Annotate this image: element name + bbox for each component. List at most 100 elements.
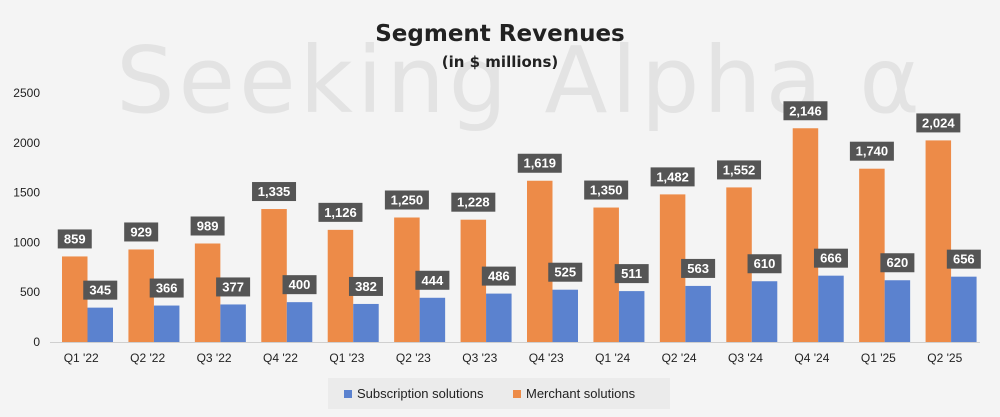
bar-subscription-solutions[interactable]: [818, 275, 844, 342]
bar-subscription-solutions[interactable]: [286, 302, 313, 342]
x-tick-label: Q4 '22: [263, 351, 298, 365]
bar-merchant-solutions[interactable]: [925, 140, 952, 342]
data-label: 1,126: [324, 205, 357, 220]
data-label: 1,250: [391, 193, 424, 208]
data-label: 511: [621, 266, 642, 281]
x-tick-label: Q1 '24: [595, 351, 630, 365]
data-label: 620: [887, 255, 909, 270]
data-label: 1,740: [856, 144, 889, 159]
y-tick-label: 2000: [13, 136, 40, 150]
data-label-bg: [415, 270, 450, 290]
legend-box: [328, 378, 670, 409]
bar-subscription-solutions[interactable]: [884, 280, 911, 342]
x-tick-label: Q1 '22: [64, 351, 99, 365]
bar-subscription-solutions[interactable]: [951, 276, 977, 342]
x-tick-label: Q3 '24: [728, 351, 763, 365]
data-label: 444: [422, 273, 444, 288]
data-label: 1,619: [523, 156, 556, 171]
data-label: 1,552: [723, 162, 756, 177]
data-label-bg: [517, 153, 562, 173]
data-label-bg: [813, 248, 848, 268]
y-axis: 0 500 1000 1500 2000 2500: [13, 86, 980, 349]
data-label-bg: [282, 275, 317, 295]
bar-subscription-solutions[interactable]: [419, 297, 446, 342]
bar-subscription-solutions[interactable]: [353, 303, 379, 342]
data-label: 859: [64, 231, 86, 246]
data-label-bg: [849, 141, 894, 161]
data-label: 486: [488, 269, 510, 284]
data-label: 366: [156, 281, 178, 296]
y-tick-label: 500: [20, 285, 40, 299]
bar-subscription-solutions[interactable]: [220, 304, 246, 342]
data-label-bg: [451, 192, 496, 212]
chart-subtitle: (in $ millions): [442, 53, 559, 71]
data-label: 2,146: [789, 103, 822, 118]
data-label: 656: [953, 252, 975, 267]
x-axis: Q1 '22 Q2 '22 Q3 '22 Q4 '22 Q1 '23 Q2 '23 Q3 '…: [64, 351, 963, 365]
x-tick-label: Q2 '23: [396, 351, 431, 365]
x-tick-label: Q4 '23: [529, 351, 564, 365]
data-label-bg: [124, 222, 159, 242]
data-label: 929: [130, 224, 152, 239]
data-label-bg: [614, 264, 649, 284]
bar-subscription-solutions[interactable]: [751, 281, 778, 342]
data-label-bg: [348, 276, 383, 296]
y-tick-label: 1500: [13, 186, 40, 200]
bar-merchant-solutions[interactable]: [527, 180, 553, 342]
data-label-bg: [681, 258, 716, 278]
x-tick-label: Q1 '25: [861, 351, 896, 365]
legend-entry[interactable]: Merchant solutions: [526, 386, 636, 401]
x-tick-label: Q2 '25: [927, 351, 962, 365]
bar-subscription-solutions[interactable]: [153, 305, 180, 342]
data-label-bg: [384, 190, 429, 210]
data-label-bg: [584, 180, 629, 200]
data-label-bg: [318, 202, 363, 222]
x-tick-label: Q3 '23: [462, 351, 497, 365]
data-label-bg: [83, 280, 118, 300]
x-tick-label: Q2 '24: [662, 351, 697, 365]
y-tick-label: 0: [33, 335, 40, 349]
legend-entry[interactable]: Subscription solutions: [357, 386, 484, 401]
bar-subscription-solutions[interactable]: [486, 293, 512, 342]
data-label-bg: [190, 216, 225, 236]
data-label: 400: [289, 277, 311, 292]
data-label-bg: [252, 182, 297, 202]
data-label: 666: [820, 251, 842, 266]
x-tick-label: Q3 '22: [197, 351, 232, 365]
data-label-bg: [880, 253, 915, 273]
y-tick-label: 2500: [13, 86, 40, 100]
data-label-bg: [216, 277, 251, 297]
legend-swatch: [344, 390, 352, 398]
data-label-bg: [747, 254, 782, 274]
data-label-bg: [916, 113, 961, 133]
data-label-bg: [783, 101, 828, 121]
data-label: 1,350: [590, 183, 623, 198]
x-tick-label: Q2 '22: [130, 351, 165, 365]
data-label-bg: [57, 229, 92, 249]
legend[interactable]: Subscription solutions Merchant solutions: [328, 378, 670, 409]
data-label: 1,228: [457, 195, 490, 210]
data-label: 989: [197, 218, 219, 233]
bar-subscription-solutions[interactable]: [618, 291, 645, 342]
bar-subscription-solutions[interactable]: [552, 289, 579, 342]
data-label-bg: [149, 278, 184, 298]
data-label: 2,024: [922, 115, 955, 130]
bars-group: 859 345 929 366 989 377 1,335 400 1,126 382 1,250 4…: [57, 101, 981, 342]
bar-subscription-solutions[interactable]: [87, 307, 114, 342]
bar-merchant-solutions[interactable]: [792, 128, 819, 342]
data-label-bg: [481, 266, 516, 286]
data-label-bg: [946, 249, 981, 269]
data-label: 1,482: [656, 169, 689, 184]
data-label: 345: [89, 283, 111, 298]
data-label: 1,335: [258, 184, 291, 199]
bar-subscription-solutions[interactable]: [685, 285, 711, 342]
data-label: 377: [222, 279, 244, 294]
data-label: 382: [355, 279, 377, 294]
x-tick-label: Q1 '23: [329, 351, 364, 365]
data-label: 563: [687, 261, 709, 276]
chart-title: Segment Revenues: [375, 21, 625, 47]
data-label-bg: [650, 167, 695, 187]
data-label-bg: [548, 262, 583, 282]
